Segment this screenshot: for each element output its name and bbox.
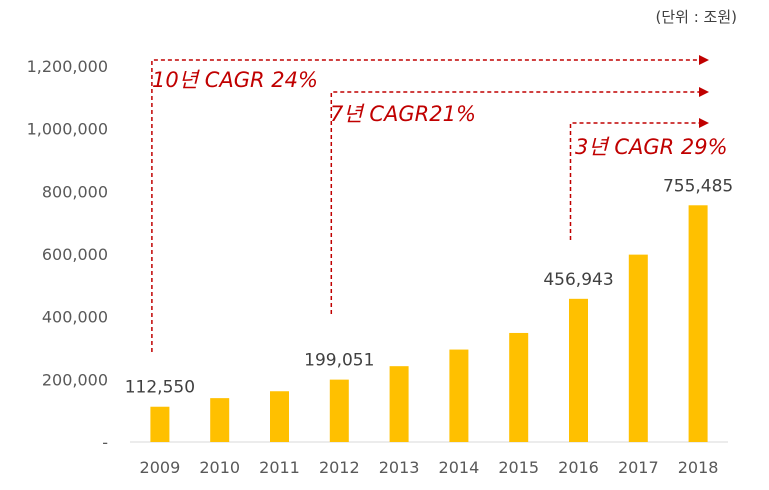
bar-2012 [329,379,349,442]
bar-2017 [628,254,648,442]
bar-2011 [270,391,289,442]
cagr-arrow [569,118,709,240]
bar-2010 [210,398,230,442]
bar-2016 [569,298,588,442]
x-tick-label: 2012 [319,458,360,477]
y-tick-label: 400,000 [42,308,108,327]
data-label: 456,943 [543,270,613,290]
x-tick-label: 2015 [498,458,539,477]
cagr-label: 10년 CAGR 24% [152,68,318,92]
data-label: 755,485 [663,176,733,196]
x-tick-label: 2010 [199,458,240,477]
y-tick-label: 1,200,000 [27,57,108,76]
x-tick-label: 2014 [439,458,480,477]
cagr-arrow [330,87,709,314]
y-tick-label: - [102,433,108,452]
y-tick-label: 800,000 [42,182,108,201]
bar-2015 [509,332,529,442]
x-tick-label: 2018 [678,458,719,477]
data-label: 199,051 [304,351,374,371]
data-label: 112,550 [125,378,195,398]
y-tick-label: 200,000 [42,370,108,389]
cagr-label: 3년 CAGR 29% [575,135,728,159]
cagr-label: 7년 CAGR21% [330,102,476,126]
bar-2009 [150,406,170,442]
x-tick-label: 2016 [558,458,599,477]
y-tick-label: 1,000,000 [27,120,108,139]
unit-label: (단위 : 조원) [655,8,738,26]
y-tick-label: 600,000 [42,245,108,264]
x-tick-label: 2011 [259,458,300,477]
bar-2014 [449,349,469,442]
x-tick-label: 2013 [379,458,420,477]
x-tick-label: 2009 [140,458,181,477]
x-tick-label: 2017 [618,458,659,477]
bar-2018 [688,205,708,442]
bar-2013 [389,366,409,442]
